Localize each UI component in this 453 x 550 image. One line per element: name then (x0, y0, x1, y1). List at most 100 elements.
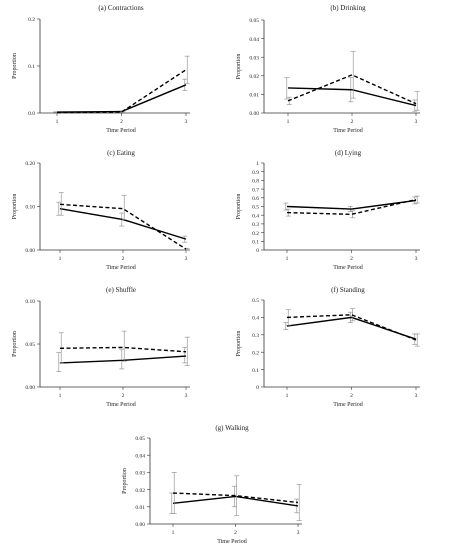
y-axis-label: Proportion (236, 54, 242, 80)
series-line (172, 492, 299, 504)
x-tick-label: 3 (415, 119, 418, 125)
series-line (287, 74, 417, 105)
y-tick-label: 0.10 (25, 299, 35, 305)
x-axis-label: Time Period (106, 128, 136, 134)
y-tick-label: 0.10 (25, 205, 35, 211)
y-tick-label: 0.03 (249, 55, 259, 61)
series-solid (284, 77, 418, 112)
y-tick-label: 0.0 (28, 111, 35, 117)
y-axis-label: Proportion (12, 53, 18, 79)
y-axis-label: Proportion (12, 331, 18, 357)
x-tick-label: 1 (287, 119, 290, 125)
series-line (286, 198, 417, 216)
x-axis-label: Time Period (333, 402, 363, 408)
y-tick-label: 0.5 (252, 298, 259, 304)
y-tick-label: 0.7 (252, 187, 259, 193)
y-tick-label: 0.00 (25, 248, 35, 254)
panel-title: (b) Drinking (330, 4, 366, 12)
panel-title: (a) Contractions (98, 4, 144, 12)
series-line (286, 199, 417, 210)
y-tick-label: 0.1 (28, 64, 35, 70)
x-tick-label: 1 (172, 530, 175, 536)
y-tick-label: 0.20 (25, 161, 35, 167)
y-axis-label: Proportion (236, 194, 242, 220)
x-tick-label: 3 (297, 530, 300, 536)
x-tick-label: 2 (122, 256, 125, 262)
series-solid (53, 78, 188, 113)
y-tick-label: 0.00 (25, 385, 35, 391)
y-axis-label: Proportion (236, 331, 242, 357)
x-tick-label: 2 (122, 393, 125, 399)
y-tick-label: 0.1 (252, 240, 259, 246)
panel-title: (f) Standing (331, 286, 365, 294)
x-tick-label: 3 (185, 119, 188, 125)
y-tick-label: 0.2 (252, 350, 259, 356)
y-tick-label: 0.5 (252, 205, 259, 211)
series-line (59, 355, 187, 364)
y-tick-label: 0.05 (135, 436, 145, 442)
y-tick-label: 0.2 (252, 231, 259, 237)
y-tick-label: 0.02 (135, 488, 145, 494)
x-tick-label: 1 (56, 119, 59, 125)
x-tick-label: 1 (286, 393, 289, 399)
x-axis-label: Time Period (333, 265, 363, 271)
x-tick-label: 3 (185, 256, 188, 262)
y-tick-label: 1 (256, 161, 259, 167)
chart-panel-5: (e) Shuffle 0.00 0.05 0.10 1 2 3 Time Period Pro… (12, 286, 190, 408)
panel-title: (e) Shuffle (106, 286, 136, 294)
series-line (287, 87, 417, 107)
series-line (59, 346, 187, 353)
series-dashed (58, 330, 190, 366)
y-tick-label: 0.8 (252, 179, 259, 185)
y-tick-label: 0.02 (249, 74, 259, 80)
chart-panel-4: (d) Lying 0 0.1 0.2 0.3 0.4 0.5 0.6 0.7 0.8 0.9 1 1 2… (236, 149, 420, 271)
y-tick-label: 0.04 (249, 37, 259, 43)
chart-panel-7: (g) Walking 0.00 0.01 0.02 0.03 0.04 0.05 1 2 3 Ti… (122, 424, 302, 545)
y-tick-label: 0 (256, 248, 259, 254)
y-tick-label: 0.01 (249, 93, 259, 99)
y-tick-label: 0.9 (252, 170, 259, 176)
series-dashed (285, 308, 420, 347)
y-tick-label: 0.03 (135, 471, 145, 477)
y-tick-label: 0.4 (252, 213, 259, 219)
series-dashed (58, 192, 190, 251)
series-dashed (55, 55, 190, 114)
x-tick-label: 2 (120, 119, 123, 125)
series-solid (56, 347, 188, 372)
x-tick-label: 2 (351, 119, 354, 125)
series-dashed (285, 195, 420, 219)
y-tick-label: 0.00 (135, 522, 145, 528)
y-tick-label: 0.05 (249, 18, 259, 24)
series-dashed (286, 51, 420, 111)
series-line (286, 314, 417, 341)
y-tick-label: 0.6 (252, 196, 259, 202)
series-dashed (171, 472, 302, 521)
x-tick-label: 1 (59, 393, 62, 399)
chart-panel-3: (c) Eating 0.00 0.10 0.20 1 2 3 Time Period Prop… (12, 149, 190, 271)
series-line (56, 69, 187, 114)
y-axis-label: Proportion (122, 468, 128, 494)
y-tick-label: 0 (256, 385, 259, 391)
chart-panel-2: (b) Drinking 0.00 0.01 0.02 0.03 0.04 0.05 1 2 3 T… (236, 4, 420, 134)
chart-panel-6: (f) Standing 0 0.1 0.2 0.3 0.4 0.5 1 2 3 Time Peri… (236, 286, 420, 408)
x-tick-label: 1 (286, 256, 289, 262)
panel-title: (d) Lying (335, 149, 362, 157)
series-line (56, 84, 187, 113)
y-tick-label: 0.00 (249, 111, 259, 117)
x-axis-label: Time Period (106, 265, 136, 271)
x-tick-label: 3 (415, 393, 418, 399)
y-tick-label: 0.05 (25, 342, 35, 348)
x-tick-label: 3 (415, 256, 418, 262)
x-axis-label: Time Period (217, 539, 247, 545)
y-tick-label: 0.01 (135, 505, 145, 511)
x-tick-label: 1 (59, 256, 62, 262)
x-axis-label: Time Period (106, 402, 136, 408)
y-axis-label: Proportion (12, 194, 18, 220)
x-tick-label: 2 (350, 256, 353, 262)
y-tick-label: 0.1 (252, 368, 259, 374)
x-tick-label: 2 (350, 393, 353, 399)
panel-title: (c) Eating (107, 149, 135, 157)
x-tick-label: 2 (234, 530, 237, 536)
x-tick-label: 3 (185, 393, 188, 399)
panel-title: (g) Walking (215, 424, 249, 432)
